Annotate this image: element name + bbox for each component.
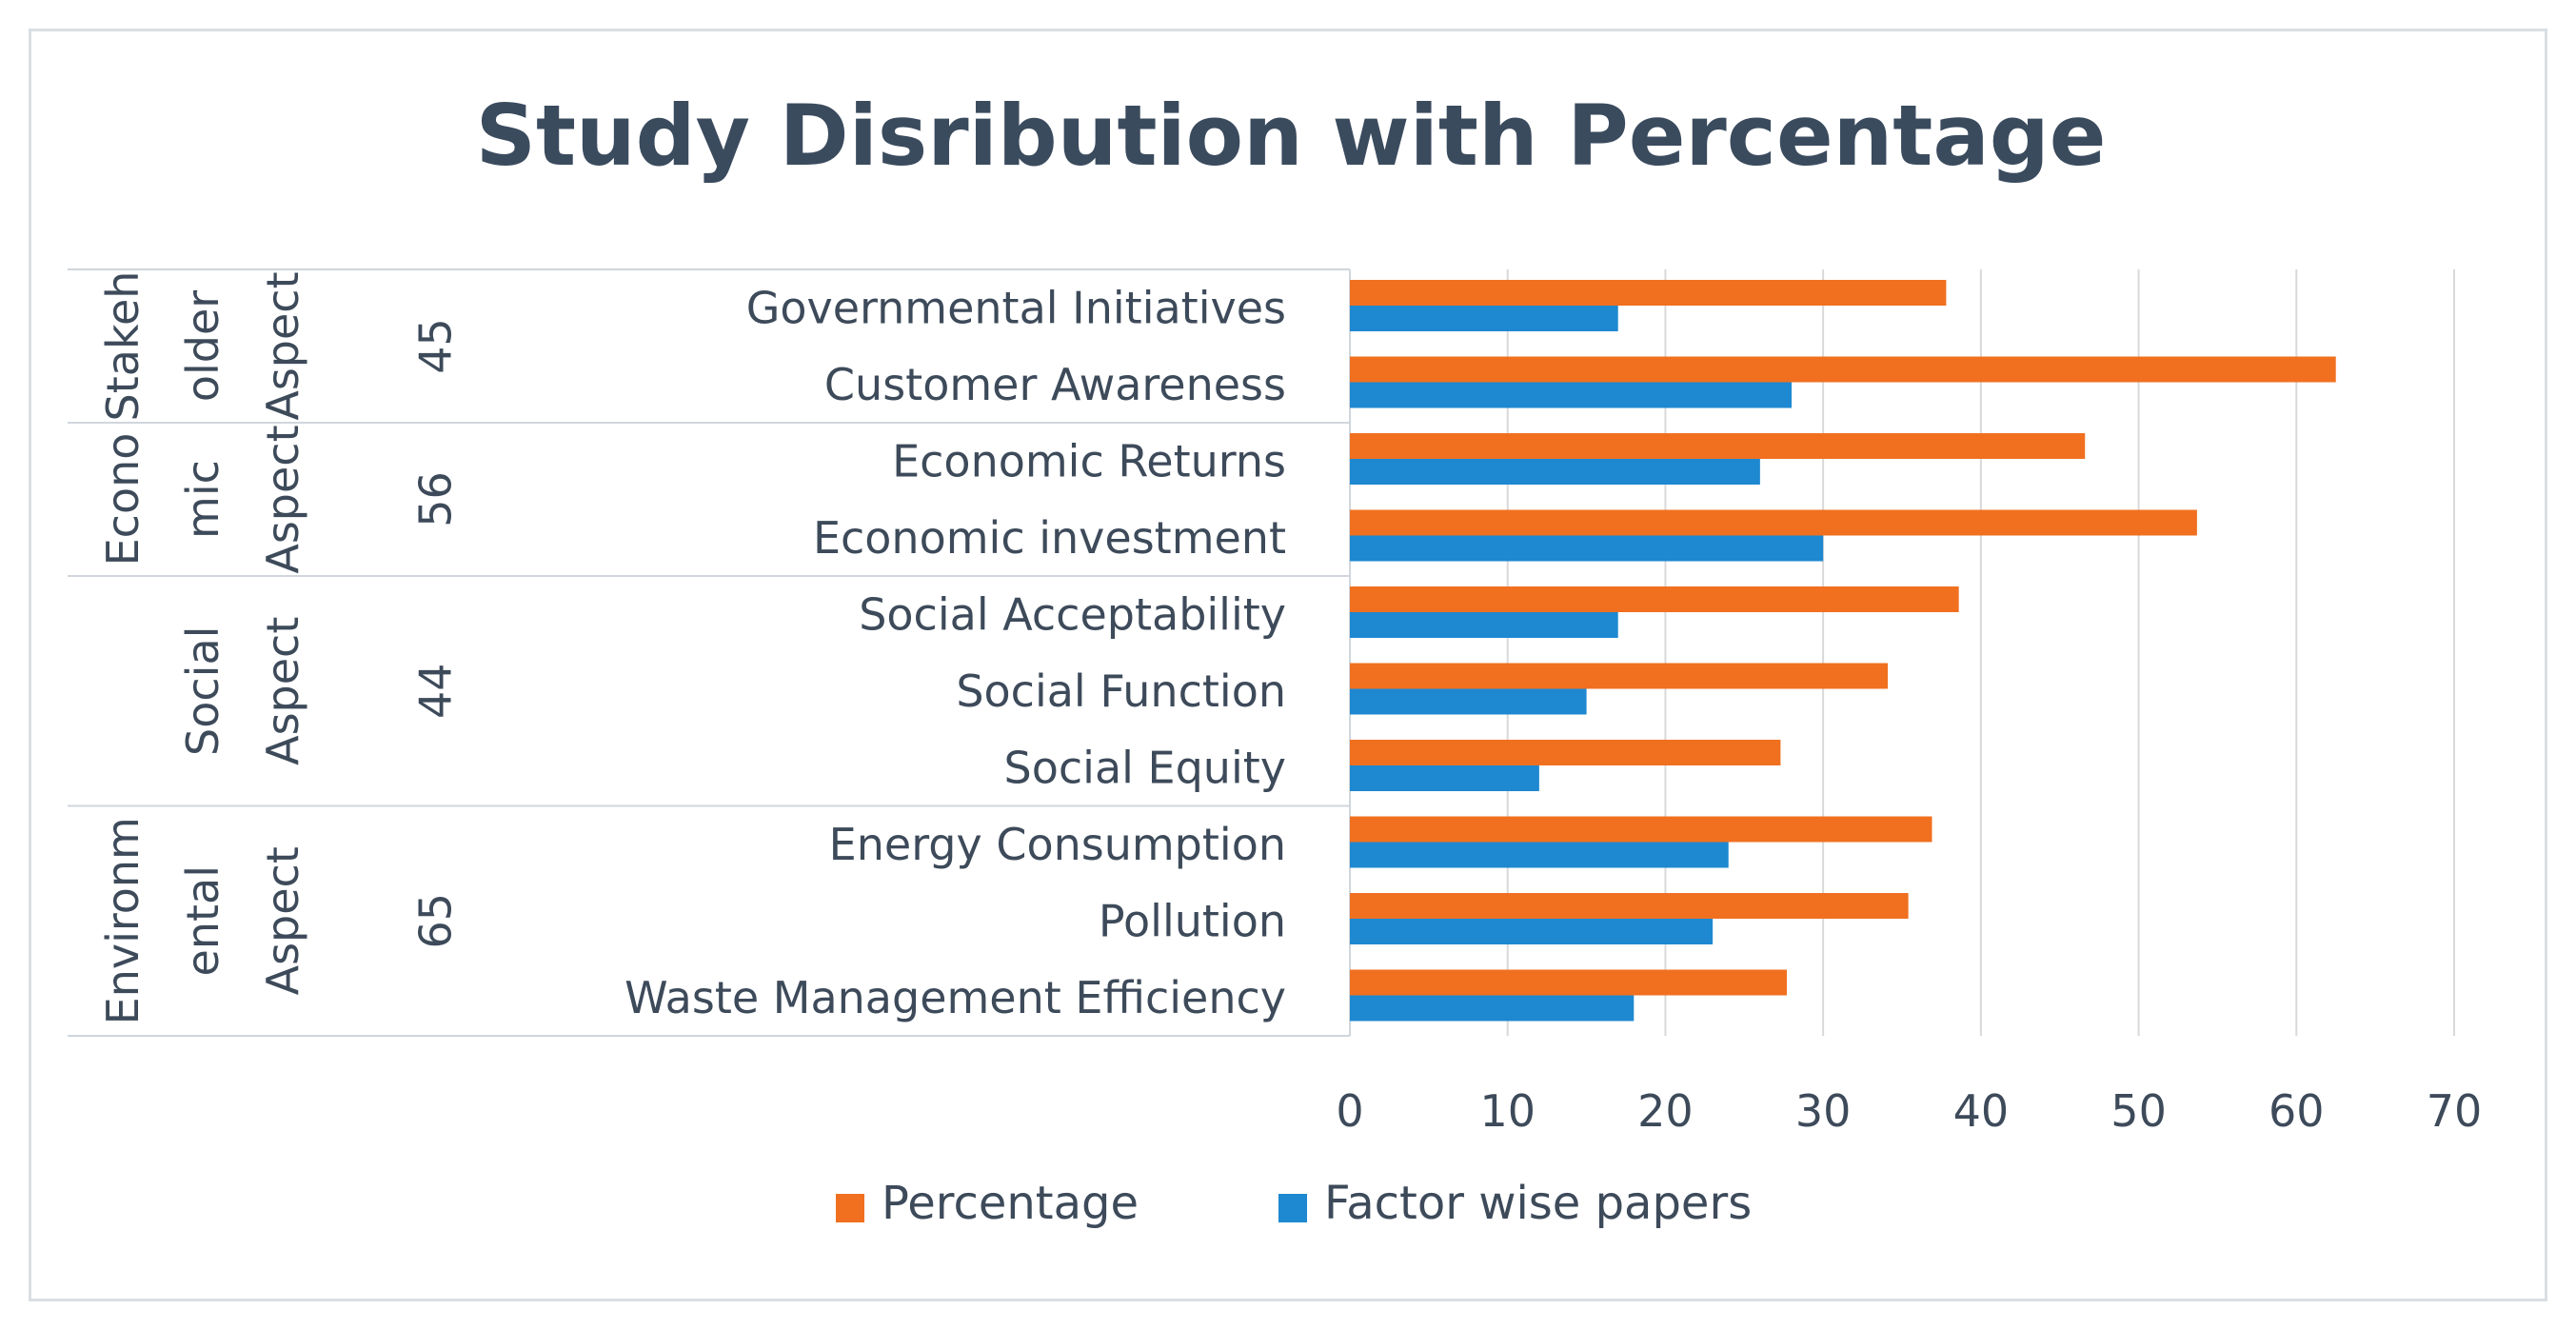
bar-factor-wise-papers [1350,382,1792,408]
group-label: Aspect [257,271,308,420]
bar-percentage [1350,280,1947,306]
x-tick-label: 70 [2427,1085,2483,1137]
group-label: Aspect [257,617,308,765]
bar-chart: Study Disribution with Percentage Govern… [68,87,2482,1230]
x-tick-label: 30 [1795,1085,1852,1137]
x-tick-label: 40 [1953,1085,2010,1137]
category-label: Waste Management Efficiency [624,972,1286,1023]
legend: Percentage Factor wise papers [836,1177,1752,1230]
category-label: Energy Consumption [829,819,1286,870]
group-count: 56 [410,471,462,527]
bar-factor-wise-papers [1350,306,1618,331]
bar-factor-wise-papers [1350,842,1729,868]
bar-percentage [1350,893,1909,919]
category-label: Social Function [956,665,1286,717]
category-label: Social Acceptability [859,588,1286,640]
bar-factor-wise-papers [1350,459,1760,485]
group-count: 45 [410,318,462,374]
bar-factor-wise-papers [1350,688,1587,715]
legend-swatch [836,1194,864,1222]
bar-factor-wise-papers [1350,919,1714,944]
bar-percentage [1350,356,2336,383]
category-label: Customer Awareness [824,359,1286,410]
group-label: Econo [97,433,149,566]
chart-frame: Study Disribution with Percentage Govern… [29,29,2547,1301]
category-label: Pollution [1099,895,1286,946]
group-label: ental [177,865,228,976]
group-label: mic [177,460,228,539]
category-label: Social Equity [1004,742,1286,793]
group-label: Social [177,626,228,756]
bars [1350,280,2336,1022]
bar-factor-wise-papers [1350,612,1618,638]
x-tick-label: 60 [2269,1085,2325,1137]
bar-factor-wise-papers [1350,535,1824,562]
x-tick-label: 10 [1479,1085,1536,1137]
bar-percentage [1350,586,1959,612]
bar-percentage [1350,969,1788,996]
group-count: 44 [410,663,462,719]
category-label: Economic investment [813,512,1286,564]
group-count: 65 [410,893,462,949]
group-label: older [177,290,228,402]
bar-factor-wise-papers [1350,765,1539,791]
bar-percentage [1350,816,1932,843]
chart-title: Study Disribution with Percentage [476,87,2107,185]
bar-percentage [1350,740,1781,765]
legend-swatch [1278,1194,1307,1222]
group-label: Aspect [257,425,308,573]
x-tick-label: 50 [2110,1085,2167,1137]
group-label: Environm [97,817,149,1024]
group-label: Stakeh [97,271,149,422]
category-table: Governmental Initiatives Customer Awarene… [68,268,1351,1037]
bar-percentage [1350,509,2197,536]
bar-percentage [1350,433,2086,459]
category-label: Economic Returns [892,435,1286,486]
bar-factor-wise-papers [1350,995,1635,1022]
group-label: Aspect [257,846,308,995]
x-tick-label: 0 [1336,1085,1363,1137]
x-axis-ticks: 0 10 20 30 40 50 60 70 [1336,1085,2482,1137]
bar-percentage [1350,663,1889,689]
legend-label: Factor wise papers [1324,1177,1752,1230]
x-tick-label: 20 [1637,1085,1694,1137]
legend-label: Percentage [882,1177,1139,1230]
category-label: Governmental Initiatives [746,282,1286,333]
